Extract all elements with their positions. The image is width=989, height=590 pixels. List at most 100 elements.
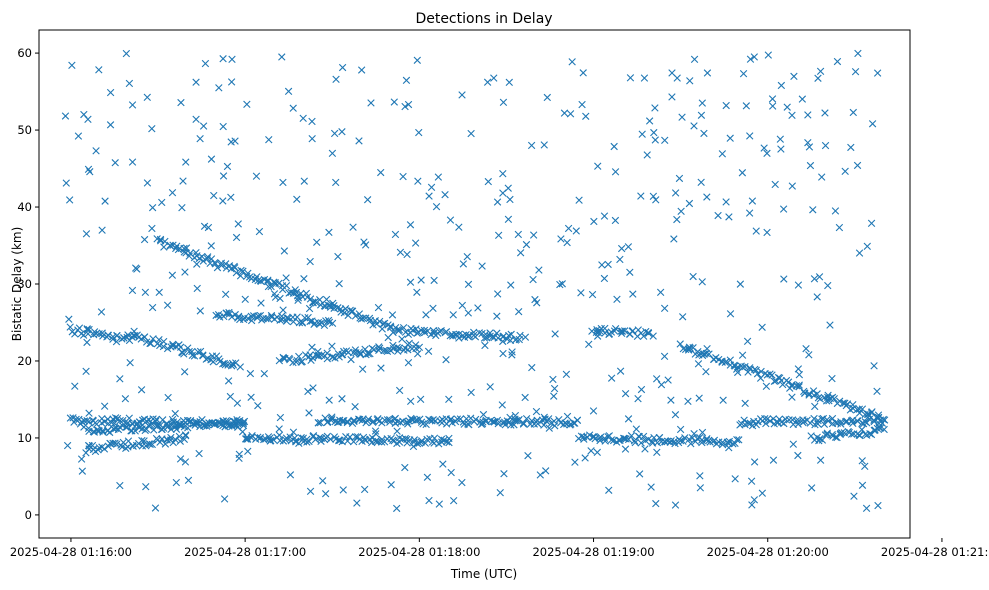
data-point <box>595 327 604 335</box>
data-point <box>831 207 840 215</box>
data-point <box>762 419 770 428</box>
data-point <box>804 138 812 147</box>
data-point <box>849 419 857 427</box>
data-point <box>294 294 303 302</box>
data-point <box>315 433 324 442</box>
data-point <box>330 129 339 138</box>
data-point <box>266 437 274 445</box>
data-point <box>62 179 70 187</box>
data-point <box>247 393 255 401</box>
data-point <box>816 395 824 403</box>
data-point <box>750 496 759 504</box>
data-point <box>762 382 771 391</box>
data-point <box>673 74 681 82</box>
data-point <box>826 321 834 329</box>
data-point <box>821 109 829 117</box>
data-point <box>358 365 367 373</box>
data-point <box>207 242 215 250</box>
data-point <box>458 301 467 310</box>
data-point <box>635 470 644 478</box>
data-point <box>204 253 212 261</box>
data-point <box>74 132 83 140</box>
data-point <box>323 354 331 363</box>
data-point <box>580 435 588 443</box>
data-point <box>776 135 784 143</box>
data-point <box>406 397 415 406</box>
data-point <box>726 310 735 318</box>
data-point <box>577 289 585 297</box>
data-point <box>626 268 634 276</box>
data-point <box>338 128 346 136</box>
data-point <box>788 393 796 401</box>
data-point <box>182 244 191 252</box>
data-point <box>423 435 431 444</box>
data-point <box>681 434 689 442</box>
data-point <box>276 413 285 422</box>
data-point <box>465 420 473 429</box>
data-point <box>128 158 137 166</box>
data-point <box>551 330 559 338</box>
data-point <box>128 427 136 435</box>
data-point <box>282 274 290 282</box>
data-point <box>794 365 803 373</box>
data-point <box>641 445 649 453</box>
data-point <box>306 317 314 326</box>
data-point <box>512 416 521 425</box>
data-point <box>719 396 727 404</box>
data-point <box>432 203 441 211</box>
data-point <box>605 486 613 494</box>
data-point <box>314 419 322 427</box>
data-point <box>504 184 512 192</box>
data-point <box>579 69 587 77</box>
data-point <box>493 290 502 298</box>
x-tick-label: 2025-04-28 01:18:00 <box>358 545 480 559</box>
data-point <box>531 295 539 304</box>
data-point <box>698 428 707 437</box>
data-point <box>686 77 694 85</box>
data-point <box>328 319 337 328</box>
data-point <box>753 370 762 378</box>
data-point <box>360 485 369 494</box>
data-point <box>557 235 565 243</box>
data-point <box>151 504 160 512</box>
data-point <box>611 324 620 333</box>
data-point <box>425 496 433 505</box>
data-point <box>360 238 368 246</box>
data-point <box>181 458 190 466</box>
data-point <box>506 195 514 204</box>
data-point <box>391 419 399 427</box>
data-point <box>875 423 883 432</box>
y-tick-label: 60 <box>17 46 32 60</box>
y-tick-label: 0 <box>25 508 32 522</box>
data-point <box>496 489 504 497</box>
data-point <box>353 499 361 507</box>
data-point <box>427 183 436 191</box>
data-point <box>306 257 314 266</box>
data-point <box>82 230 91 238</box>
data-point <box>835 223 844 232</box>
data-point <box>181 431 190 439</box>
data-point <box>92 330 100 338</box>
data-point <box>391 230 400 239</box>
data-point <box>234 220 242 228</box>
data-point <box>478 262 486 270</box>
data-point <box>390 98 398 106</box>
data-point <box>280 247 289 255</box>
data-point <box>422 311 430 319</box>
data-point <box>561 419 569 427</box>
data-point <box>297 433 305 442</box>
data-point <box>697 111 706 119</box>
data-point <box>131 264 140 272</box>
data-point <box>667 396 675 404</box>
data-point <box>409 442 418 451</box>
data-point <box>821 141 830 150</box>
data-point <box>395 344 403 352</box>
data-point <box>159 337 168 346</box>
data-point <box>325 396 333 404</box>
data-point <box>588 327 596 335</box>
data-point <box>616 367 625 375</box>
data-point <box>243 100 251 109</box>
data-point <box>849 108 857 117</box>
data-point <box>178 203 186 212</box>
data-point <box>363 196 372 204</box>
